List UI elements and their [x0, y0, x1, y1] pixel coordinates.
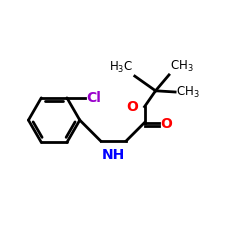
- Text: O: O: [160, 117, 172, 131]
- Text: NH: NH: [102, 148, 125, 162]
- Text: CH$_3$: CH$_3$: [176, 84, 200, 100]
- Text: O: O: [126, 100, 138, 114]
- Text: Cl: Cl: [86, 91, 102, 105]
- Text: CH$_3$: CH$_3$: [170, 58, 194, 74]
- Text: H$_3$C: H$_3$C: [110, 60, 134, 75]
